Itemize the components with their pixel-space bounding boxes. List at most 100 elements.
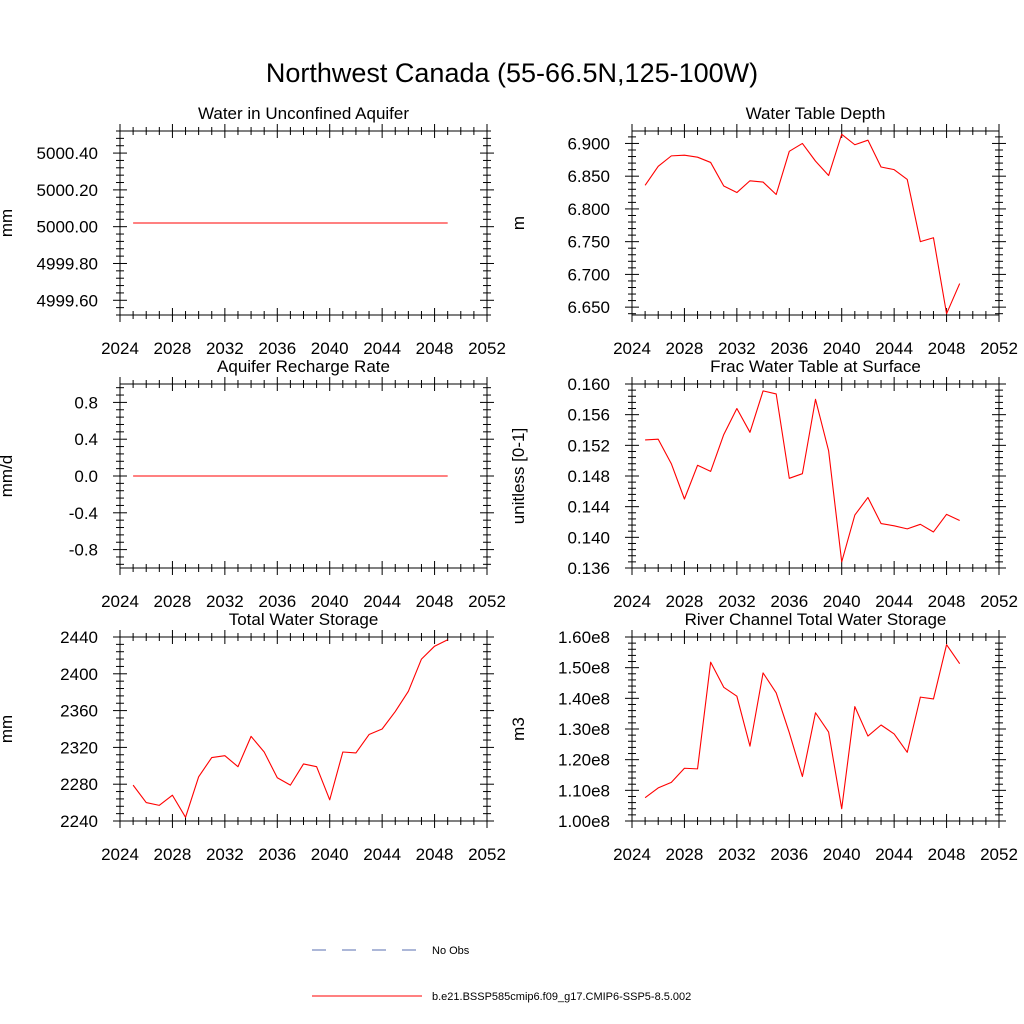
aquifer-recharge-rate-x-tick-label: 2044 xyxy=(363,592,401,611)
frac-water-table-at-surface-title: Frac Water Table at Surface xyxy=(710,357,921,376)
water-table-depth-y-axis-label: m xyxy=(509,216,528,230)
river-channel-total-water-storage-x-tick-label: 2040 xyxy=(823,845,861,864)
frac-water-table-at-surface-series-line xyxy=(645,390,960,563)
water-table-depth-y-tick-label: 6.850 xyxy=(567,167,610,186)
frac-water-table-at-surface-y-tick-label: 0.136 xyxy=(567,559,610,578)
water-table-depth-x-tick-label: 2040 xyxy=(823,339,861,358)
total-water-storage-y-tick-label: 2440 xyxy=(60,628,98,647)
water-table-depth-x-tick-label: 2028 xyxy=(666,339,704,358)
water-table-depth-x-tick-label: 2032 xyxy=(718,339,756,358)
frac-water-table-at-surface-x-tick-label: 2028 xyxy=(666,592,704,611)
total-water-storage-x-tick-label: 2024 xyxy=(101,845,139,864)
river-channel-total-water-storage-x-tick-label: 2028 xyxy=(666,845,704,864)
water-table-depth-x-tick-label: 2052 xyxy=(980,339,1018,358)
water-table-depth-y-tick-label: 6.700 xyxy=(567,265,610,284)
water-in-unconfined-aquifer-x-tick-label: 2028 xyxy=(154,339,192,358)
water-in-unconfined-aquifer-panel: Water in Unconfined Aquifer mm 2024 2028 203… xyxy=(0,104,506,358)
frac-water-table-at-surface-x-tick-label: 2024 xyxy=(613,592,651,611)
frac-water-table-at-surface-y-tick-label: 0.144 xyxy=(567,498,610,517)
frac-water-table-at-surface-panel: Frac Water Table at Surface unitless [0-1… xyxy=(509,357,1018,611)
river-channel-total-water-storage-y-axis-label: m3 xyxy=(509,717,528,741)
river-channel-total-water-storage-x-tick-label: 2024 xyxy=(613,845,651,864)
frac-water-table-at-surface-x-tick-label: 2048 xyxy=(928,592,966,611)
water-in-unconfined-aquifer-x-tick-label: 2032 xyxy=(206,339,244,358)
legend-no-obs-label: No Obs xyxy=(432,945,470,957)
water-in-unconfined-aquifer-x-tick-label: 2048 xyxy=(416,339,454,358)
water-in-unconfined-aquifer-x-tick-label: 2024 xyxy=(101,339,139,358)
river-channel-total-water-storage-y-tick-label: 1.10e8 xyxy=(558,781,610,800)
water-in-unconfined-aquifer-y-axis-label: mm xyxy=(0,209,16,237)
water-in-unconfined-aquifer-y-tick-label: 4999.60 xyxy=(37,291,98,310)
water-table-depth-x-tick-label: 2036 xyxy=(770,339,808,358)
aquifer-recharge-rate-y-tick-label: 0.0 xyxy=(74,467,98,486)
legend: No Obs b.e21.BSSP585cmip6.f09_g17.CMIP6-… xyxy=(312,945,691,1003)
river-channel-total-water-storage-y-tick-label: 1.60e8 xyxy=(558,628,610,647)
river-channel-total-water-storage-x-tick-label: 2052 xyxy=(980,845,1018,864)
aquifer-recharge-rate-x-tick-label: 2028 xyxy=(154,592,192,611)
total-water-storage-y-axis-label: mm xyxy=(0,715,16,743)
frac-water-table-at-surface-y-axis-label: unitless [0-1] xyxy=(509,428,528,524)
total-water-storage-x-tick-label: 2040 xyxy=(311,845,349,864)
frac-water-table-at-surface-x-tick-label: 2044 xyxy=(875,592,913,611)
aquifer-recharge-rate-x-tick-label: 2040 xyxy=(311,592,349,611)
water-table-depth-x-tick-label: 2024 xyxy=(613,339,651,358)
water-table-depth-x-tick-label: 2044 xyxy=(875,339,913,358)
total-water-storage-x-tick-label: 2032 xyxy=(206,845,244,864)
aquifer-recharge-rate-x-tick-label: 2024 xyxy=(101,592,139,611)
water-in-unconfined-aquifer-x-tick-label: 2036 xyxy=(258,339,296,358)
water-table-depth-series-line xyxy=(644,133,961,315)
river-channel-total-water-storage-x-tick-label: 2032 xyxy=(718,845,756,864)
water-in-unconfined-aquifer-x-tick-label: 2044 xyxy=(363,339,401,358)
water-in-unconfined-aquifer-title: Water in Unconfined Aquifer xyxy=(198,104,409,123)
frac-water-table-at-surface-y-tick-label: 0.156 xyxy=(567,406,610,425)
water-in-unconfined-aquifer-y-tick-label: 5000.20 xyxy=(37,181,98,200)
frac-water-table-at-surface-y-tick-label: 0.160 xyxy=(567,375,610,394)
total-water-storage-y-tick-label: 2360 xyxy=(60,702,98,721)
aquifer-recharge-rate-y-tick-label: 0.8 xyxy=(74,393,98,412)
frac-water-table-at-surface-y-tick-label: 0.148 xyxy=(567,467,610,486)
total-water-storage-x-tick-label: 2052 xyxy=(468,845,506,864)
total-water-storage-x-tick-label: 2036 xyxy=(258,845,296,864)
total-water-storage-y-tick-label: 2400 xyxy=(60,665,98,684)
river-channel-total-water-storage-x-tick-label: 2036 xyxy=(770,845,808,864)
frac-water-table-at-surface-y-tick-label: 0.140 xyxy=(567,528,610,547)
river-channel-total-water-storage-y-tick-label: 1.00e8 xyxy=(558,812,610,831)
water-in-unconfined-aquifer-y-tick-label: 5000.40 xyxy=(37,144,98,163)
frac-water-table-at-surface-x-tick-label: 2032 xyxy=(718,592,756,611)
aquifer-recharge-rate-x-tick-label: 2052 xyxy=(468,592,506,611)
chart-panels: Water in Unconfined Aquifer mm 2024 2028 203… xyxy=(0,104,1018,864)
aquifer-recharge-rate-y-axis-label: mm/d xyxy=(0,455,16,498)
aquifer-recharge-rate-x-tick-label: 2048 xyxy=(416,592,454,611)
figure-title: Northwest Canada (55-66.5N,125-100W) xyxy=(266,58,758,88)
water-in-unconfined-aquifer-x-tick-label: 2040 xyxy=(311,339,349,358)
river-channel-total-water-storage-y-tick-label: 1.20e8 xyxy=(558,751,610,770)
river-channel-total-water-storage-y-tick-label: 1.50e8 xyxy=(558,659,610,678)
water-table-depth-y-tick-label: 6.750 xyxy=(567,233,610,252)
river-channel-total-water-storage-y-tick-label: 1.40e8 xyxy=(558,689,610,708)
total-water-storage-panel: Total Water Storage mm 2024 2028 2032 2036 204… xyxy=(0,610,506,864)
frac-water-table-at-surface-x-tick-label: 2036 xyxy=(770,592,808,611)
aquifer-recharge-rate-y-tick-label: -0.8 xyxy=(69,541,98,560)
aquifer-recharge-rate-x-tick-label: 2036 xyxy=(258,592,296,611)
frac-water-table-at-surface-x-tick-label: 2040 xyxy=(823,592,861,611)
water-table-depth-x-tick-label: 2048 xyxy=(928,339,966,358)
legend-model-run-label: b.e21.BSSP585cmip6.f09_g17.CMIP6-SSP5-8.… xyxy=(432,991,691,1003)
river-channel-total-water-storage-title: River Channel Total Water Storage xyxy=(685,610,947,629)
water-in-unconfined-aquifer-x-tick-label: 2052 xyxy=(468,339,506,358)
total-water-storage-y-tick-label: 2280 xyxy=(60,775,98,794)
water-table-depth-y-tick-label: 6.900 xyxy=(567,134,610,153)
aquifer-recharge-rate-x-tick-label: 2032 xyxy=(206,592,244,611)
total-water-storage-series-line xyxy=(132,639,448,818)
river-channel-total-water-storage-series-line xyxy=(644,644,961,810)
water-table-depth-title: Water Table Depth xyxy=(746,104,886,123)
water-table-depth-panel: Water Table Depth m 2024 2028 2032 2036 2040 20… xyxy=(509,104,1018,358)
total-water-storage-title: Total Water Storage xyxy=(229,610,379,629)
river-channel-total-water-storage-y-tick-label: 1.30e8 xyxy=(558,720,610,739)
total-water-storage-x-tick-label: 2044 xyxy=(363,845,401,864)
aquifer-recharge-rate-panel: Aquifer Recharge Rate mm/d 2024 2028 2032 203… xyxy=(0,357,506,611)
aquifer-recharge-rate-y-tick-label: -0.4 xyxy=(69,504,98,523)
frac-water-table-at-surface-y-tick-label: 0.152 xyxy=(567,436,610,455)
water-table-depth-y-tick-label: 6.800 xyxy=(567,200,610,219)
frac-water-table-at-surface-x-tick-label: 2052 xyxy=(980,592,1018,611)
